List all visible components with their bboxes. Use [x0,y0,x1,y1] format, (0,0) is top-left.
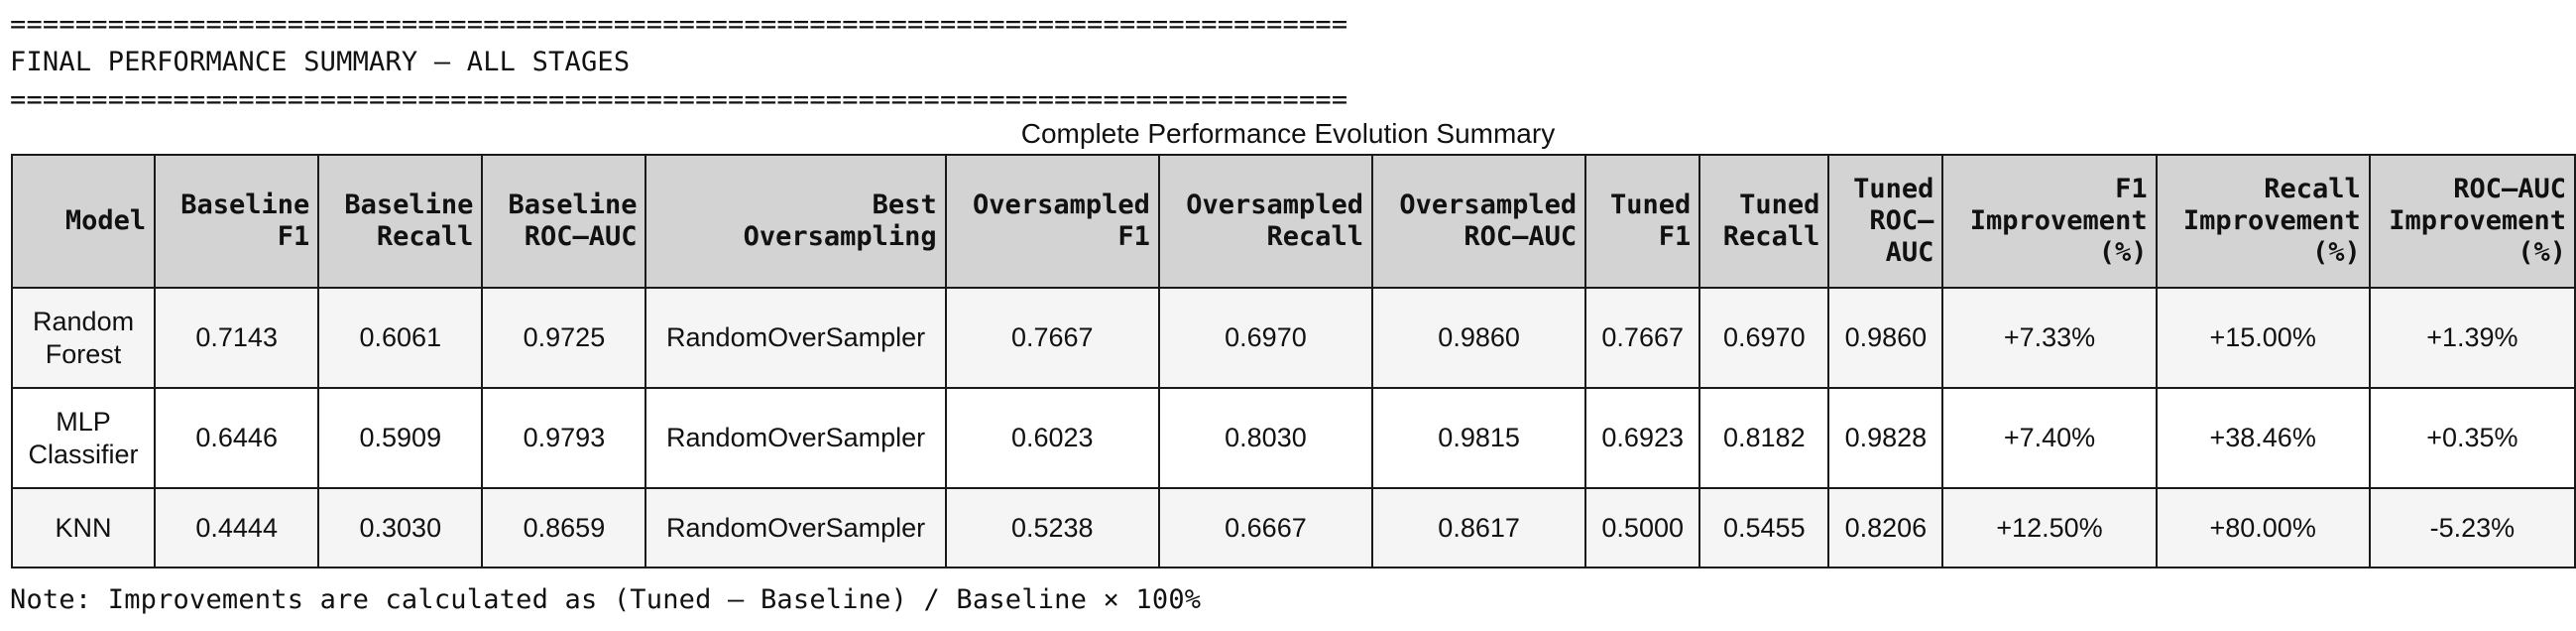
table-cell: 0.6446 [154,387,320,489]
table-cell: 0.4444 [154,487,320,568]
table-cell: 0.6970 [1157,287,1374,389]
table-cell: 0.9860 [1827,287,1944,389]
table-cell-model: MLP Classifier [10,387,157,489]
table-cell-model: Random Forest [10,287,157,389]
table-header-row: Model Baseline F1 Baseline Recall Baseli… [10,154,2576,289]
table-cell: 0.3030 [317,487,484,568]
column-header-baseline-roc-auc: Baseline ROC–AUC [481,154,647,289]
performance-summary-table: Model Baseline F1 Baseline Recall Baseli… [10,154,2576,568]
column-header-tuned-f1: Tuned F1 [1584,154,1701,289]
table-row: KNN 0.4444 0.3030 0.8659 RandomOverSampl… [10,487,2576,568]
separator-rule-top: ========================================… [10,9,1348,40]
table-cell: +7.40% [1941,387,2158,489]
page-title: FINAL PERFORMANCE SUMMARY – ALL STAGES [10,47,631,77]
column-header-model: Model [10,154,157,289]
table-cell: 0.8617 [1371,487,1587,568]
table-title: Complete Performance Evolution Summary [1020,118,1556,149]
table-cell: 0.7667 [1584,287,1701,389]
table-cell: +15.00% [2155,287,2371,389]
table-cell: 0.5000 [1584,487,1701,568]
table-cell: 0.8182 [1698,387,1830,489]
table-cell: 0.6023 [944,387,1160,489]
table-cell: 0.9793 [481,387,647,489]
column-header-tuned-recall: Tuned Recall [1698,154,1830,289]
table-cell: 0.6923 [1584,387,1701,489]
table-cell: +38.46% [2155,387,2371,489]
table-cell: +80.00% [2155,487,2371,568]
separator-rule-bottom: ========================================… [10,84,1348,115]
column-header-baseline-f1: Baseline F1 [154,154,320,289]
column-header-recall-improvement: Recall Improvement (%) [2155,154,2371,289]
table-cell: +7.33% [1941,287,2158,389]
table-cell: 0.8206 [1827,487,1944,568]
table-cell: 0.5455 [1698,487,1830,568]
table-cell: 0.5909 [317,387,484,489]
table-row: Random Forest 0.7143 0.6061 0.9725 Rando… [10,287,2576,389]
column-header-oversampled-roc-auc: Oversampled ROC–AUC [1371,154,1587,289]
column-header-roc-auc-improvement: ROC–AUC Improvement (%) [2368,154,2576,289]
table-cell: 0.6667 [1157,487,1374,568]
column-header-f1-improvement: F1 Improvement (%) [1941,154,2158,289]
table-row: MLP Classifier 0.6446 0.5909 0.9793 Rand… [10,387,2576,489]
table-cell: 0.8030 [1157,387,1374,489]
table-cell: 0.7143 [154,287,320,389]
table-cell: 0.9725 [481,287,647,389]
table-cell: 0.7667 [944,287,1160,389]
table-cell: -5.23% [2368,487,2576,568]
table-cell: 0.9860 [1371,287,1587,389]
table-cell: 0.5238 [944,487,1160,568]
table-cell-model: KNN [10,487,157,568]
table-cell: RandomOverSampler [644,287,947,389]
table-cell: RandomOverSampler [644,487,947,568]
table-cell: +12.50% [1941,487,2158,568]
table-cell: +1.39% [2368,287,2576,389]
column-header-best-oversampling: Best Oversampling [644,154,947,289]
table-cell: 0.6061 [317,287,484,389]
footnote: Note: Improvements are calculated as (Tu… [10,584,1202,615]
table-cell: 0.8659 [481,487,647,568]
column-header-oversampled-f1: Oversampled F1 [944,154,1160,289]
table-cell: RandomOverSampler [644,387,947,489]
table-cell: 0.9828 [1827,387,1944,489]
column-header-baseline-recall: Baseline Recall [317,154,484,289]
table-cell: 0.9815 [1371,387,1587,489]
table-cell: +0.35% [2368,387,2576,489]
table-cell: 0.6970 [1698,287,1830,389]
column-header-tuned-roc-auc: Tuned ROC– AUC [1827,154,1944,289]
column-header-oversampled-recall: Oversampled Recall [1157,154,1374,289]
